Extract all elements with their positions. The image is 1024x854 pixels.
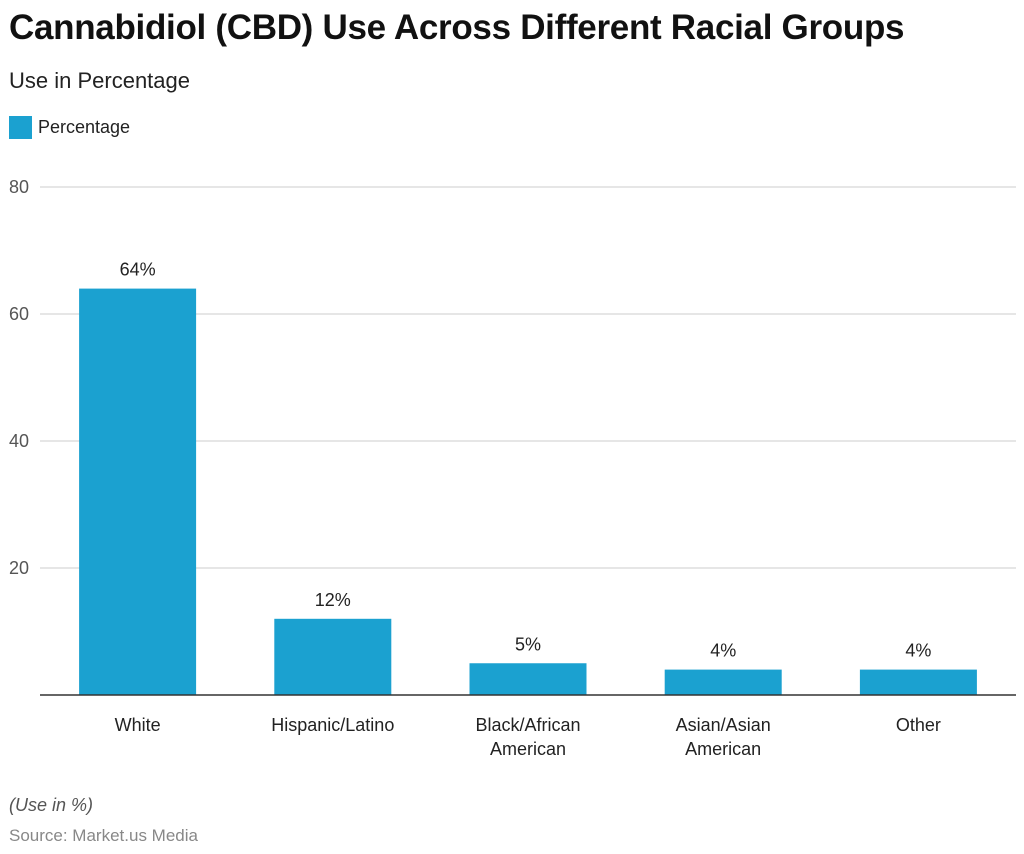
chart-subtitle: Use in Percentage [9, 68, 190, 93]
legend: Percentage [9, 116, 130, 139]
y-tick-label: 80 [9, 177, 29, 197]
bar [274, 618, 392, 695]
y-tick-label: 40 [9, 431, 29, 451]
x-tick-label: American [490, 739, 566, 759]
bar-chart: 20 40 60 80 64% White 12% Hispanic/Latino 5% Blac… [9, 177, 1016, 759]
bar [469, 663, 587, 695]
x-tick-label: White [115, 715, 161, 735]
bar [664, 669, 782, 695]
data-label: 64% [120, 260, 156, 280]
source-text: Source: Market.us Media [9, 826, 198, 845]
data-label: 4% [710, 641, 736, 661]
x-tick-label: Asian/Asian [676, 715, 771, 735]
bar [859, 669, 977, 695]
legend-swatch [9, 116, 32, 139]
data-label: 4% [905, 641, 931, 661]
data-label: 5% [515, 634, 541, 654]
legend-label: Percentage [38, 117, 131, 137]
x-tick-label: Black/African [475, 715, 580, 735]
y-tick-label: 60 [9, 304, 29, 324]
footnote: (Use in %) [9, 795, 94, 815]
bar [79, 288, 197, 695]
x-tick-label: American [685, 739, 761, 759]
x-tick-label: Hispanic/Latino [271, 715, 394, 735]
chart-title: Cannabidiol (CBD) Use Across Different R… [9, 8, 905, 47]
data-label: 12% [315, 590, 351, 610]
y-tick-label: 20 [9, 558, 29, 578]
x-tick-label: Other [896, 715, 941, 735]
